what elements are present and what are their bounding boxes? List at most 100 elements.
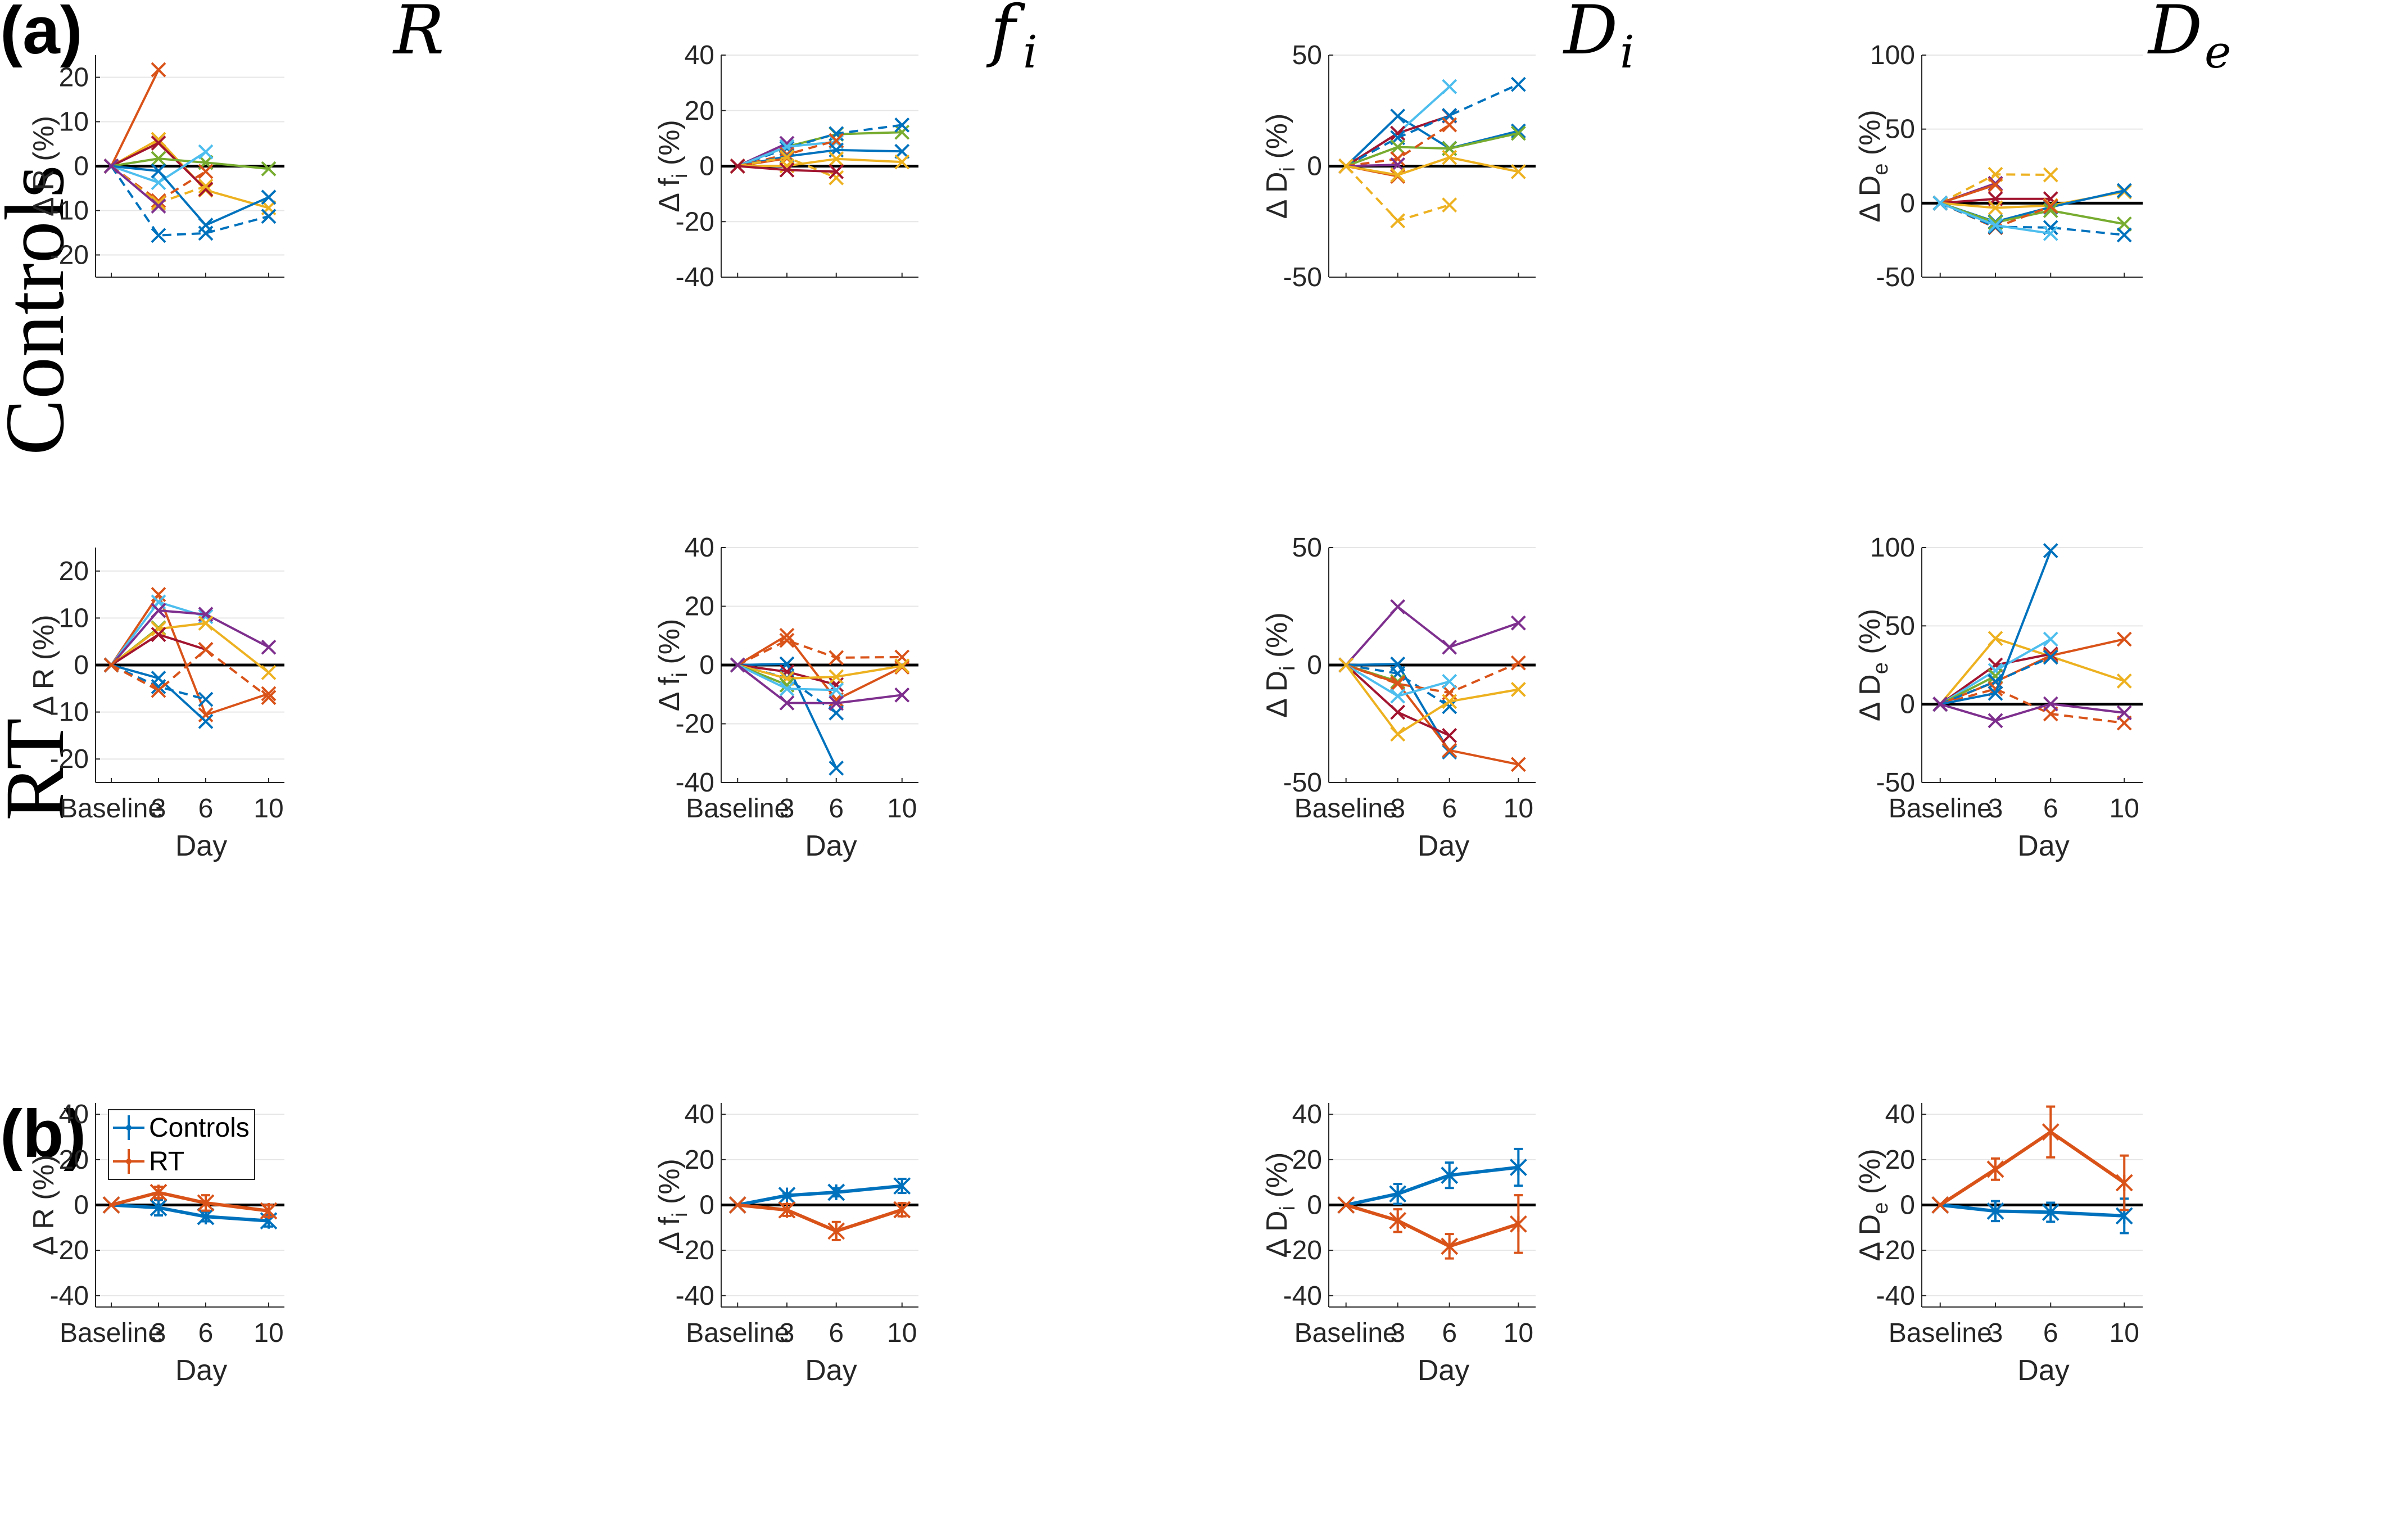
data-point	[198, 616, 214, 631]
data-point	[778, 1201, 796, 1219]
y-axis-label-unit: (%)	[653, 1159, 686, 1212]
y-tick-label: -50	[1876, 263, 1915, 292]
data-point	[2043, 543, 2058, 558]
y-tick-label: -40	[676, 1281, 714, 1311]
data-point	[198, 164, 214, 179]
data-point	[1986, 1160, 2004, 1178]
series-line	[1939, 1129, 2126, 1207]
data-point	[1510, 655, 1526, 671]
data-point	[893, 1177, 911, 1195]
series-line	[737, 1184, 903, 1207]
data-point	[1441, 1166, 1459, 1184]
data-point	[1390, 125, 1406, 141]
data-point	[103, 657, 119, 673]
y-tick-label: 20	[59, 63, 89, 93]
y-tick-label: 20	[685, 96, 714, 126]
series	[1932, 195, 2058, 241]
data-point	[1441, 1237, 1459, 1255]
data-point	[1390, 704, 1406, 720]
data-point	[197, 1194, 215, 1212]
data-point	[778, 1187, 796, 1204]
column-title-main: f	[986, 0, 1026, 70]
y-axis-label-unit: (%)	[653, 619, 686, 672]
data-point	[779, 681, 795, 697]
y-tick-label: 20	[685, 592, 714, 622]
data-point	[261, 189, 277, 205]
data-point	[829, 170, 844, 186]
data-point	[1509, 1159, 1527, 1176]
data-point	[1510, 757, 1526, 772]
data-point	[829, 650, 844, 666]
series	[103, 587, 277, 723]
data-point	[2043, 225, 2058, 241]
y-tick-label: 50	[1292, 40, 1322, 70]
series	[1337, 1147, 1527, 1214]
x-axis-label: Day	[175, 830, 227, 862]
data-point	[1390, 167, 1406, 183]
series-line	[110, 69, 160, 167]
y-tick-label: 0	[74, 1191, 89, 1220]
x-tick-label: Baseline	[1889, 794, 1992, 824]
legend-label: Controls	[149, 1113, 250, 1143]
y-axis-label-main: Δ R	[28, 668, 60, 716]
data-point	[1510, 125, 1526, 141]
series-line	[111, 157, 269, 170]
data-point	[1442, 639, 1458, 655]
data-point	[1509, 1215, 1527, 1233]
y-axis-label-sub: i	[1276, 1206, 1300, 1210]
data-point	[1442, 673, 1458, 689]
column-title-sub: i	[1620, 26, 1635, 78]
y-axis-label-unit: (%)	[653, 120, 686, 173]
chart-panel: -40 -20 0 20 40 Δ fi (%)	[653, 40, 918, 292]
data-point	[1988, 631, 2003, 646]
x-tick-label: 3	[1390, 1318, 1405, 1348]
series-line	[1939, 637, 2125, 705]
series-line	[737, 124, 903, 168]
series	[730, 656, 844, 776]
column-title-sub: i	[1023, 26, 1038, 78]
data-point	[1390, 673, 1406, 689]
y-tick-label: 20	[1292, 1145, 1322, 1175]
y-axis-label-sub: i	[668, 174, 692, 178]
y-axis-label-sub: i	[1276, 167, 1300, 171]
chart-panel: -50 0 50 Δ Di (%)	[1261, 40, 1536, 292]
data-point	[2116, 673, 2132, 689]
data-point	[829, 164, 844, 179]
data-point	[151, 603, 166, 618]
data-point	[1510, 164, 1526, 179]
series-line	[1346, 164, 1398, 168]
y-axis-label-main: Δ D	[1261, 171, 1293, 219]
series-line	[110, 165, 269, 237]
data-point	[261, 209, 277, 224]
data-point	[1442, 727, 1458, 743]
series-line	[737, 634, 903, 702]
row-title-rt: RT	[0, 718, 82, 821]
series-line	[110, 609, 269, 666]
x-tick-label: 3	[780, 794, 795, 824]
data-point	[1390, 151, 1406, 166]
series-line	[111, 1191, 269, 1213]
y-tick-label: 20	[59, 1145, 89, 1175]
data-point	[102, 1196, 120, 1214]
x-tick-label: 3	[1390, 794, 1405, 824]
data-point	[150, 1199, 168, 1217]
y-axis-label-main: Δ D	[1261, 671, 1293, 718]
data-point	[2043, 649, 2058, 665]
data-point	[2115, 1207, 2133, 1225]
x-axis-label: Day	[805, 830, 857, 862]
series-line	[1940, 1203, 2125, 1218]
data-point	[151, 198, 166, 214]
series	[1932, 696, 2132, 729]
y-axis-label-main: Δ R	[28, 1208, 60, 1255]
series-line	[1940, 703, 2125, 722]
series	[103, 641, 277, 706]
legend-label: RT	[149, 1147, 184, 1177]
series	[103, 159, 166, 214]
y-tick-label: 0	[1307, 152, 1322, 182]
series	[102, 1183, 278, 1220]
data-point	[1442, 117, 1458, 133]
